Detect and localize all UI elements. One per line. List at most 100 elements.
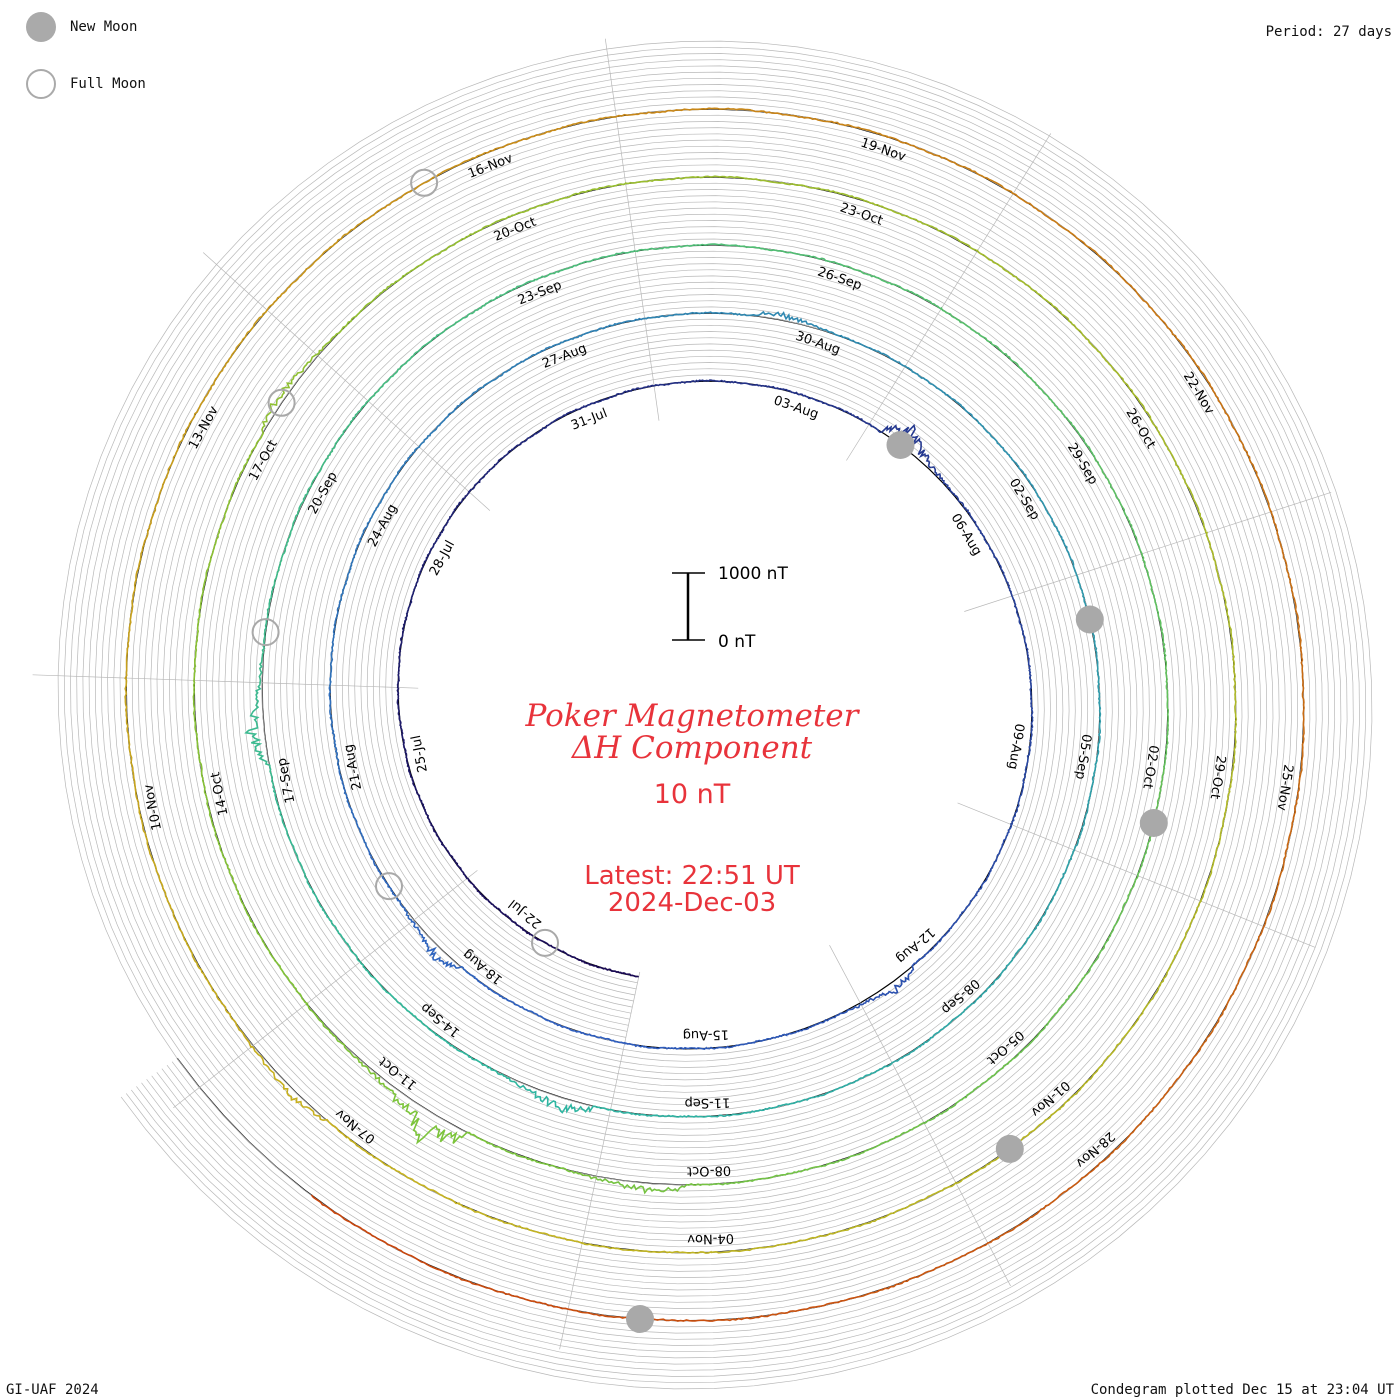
trace-segment [306,879,362,965]
trace-segment [181,934,253,1049]
trace-segment [272,785,309,881]
trace-segment [308,401,368,489]
trace-segment [1297,647,1305,790]
date-label: 08-Oct [687,1162,731,1178]
trace-segment [516,1084,613,1114]
trace-segment [974,822,1013,896]
date-label: 26-Sep [816,265,864,294]
trace-segment [405,756,431,823]
trace-segment [860,954,926,1006]
date-label: 27-Aug [540,341,589,372]
trace-segment [367,849,413,924]
trace-segment [404,215,511,276]
trace-segment [843,265,942,310]
trace-segment [124,545,144,679]
trace-segment [138,810,184,936]
date-label: 02-Oct [1139,744,1160,790]
spiral-gridline [101,84,1329,1346]
trace-segment [396,618,408,689]
radial-line [173,870,478,1109]
trace-segment [715,1296,858,1322]
trace-segment [575,957,639,978]
date-label: 19-Nov [859,136,908,165]
date-label: 04-Nov [687,1230,734,1246]
scale-bar: 1000 nT 0 nT [672,564,788,652]
trace-segment [752,109,888,138]
trace-segment [481,343,559,389]
title-line-3: 10 nT [654,779,731,810]
scale-bar-top-label: 1000 nT [718,564,788,584]
trace-segment [624,175,747,185]
full-moon-marker [251,618,280,647]
trace-segment [208,453,252,565]
spiral-gridline [76,59,1354,1371]
trace-segment [346,1135,461,1205]
radial-line [559,971,641,1350]
trace-segment [517,924,577,960]
trace-segment [385,1086,489,1145]
trace-segment [624,1042,707,1050]
date-label: 25-Nov [1274,763,1296,812]
trace-segment [192,680,208,797]
radial-line [829,945,1011,1287]
trace-segment [1058,1012,1144,1110]
full-moon-marker [531,928,559,957]
radial-line [604,38,660,421]
trace-segment [1205,531,1234,655]
date-label: 18-Aug [460,946,506,987]
full-moon-marker [410,168,439,197]
trace-segment [1011,595,1031,672]
trace-segment [745,177,867,203]
trace-segment [1208,385,1272,513]
full-moon-marker [267,388,296,417]
trace-segment [305,1003,388,1089]
trace-segment [930,466,979,528]
trace-segment [837,1181,957,1233]
trace-segment [706,1033,788,1050]
radial-day-lines [32,38,1332,1350]
date-label: 20-Oct [492,215,539,245]
trace-segment [977,526,1013,597]
date-label: 29-Oct [1207,754,1228,800]
trace-segment [266,218,368,312]
date-label: 25-Jul [409,734,431,774]
trace-segment [1074,756,1098,849]
legend-new-moon-label: New Moon [70,19,138,35]
date-label: 05-Sep [1072,733,1094,780]
footer-plotted-time: Condegram plotted Dec 15 at 23:04 UT [1090,1382,1394,1398]
date-label: 15-Aug [682,1026,729,1042]
trace-segment [709,1098,806,1118]
spiral-gridline [88,71,1342,1359]
trace-segment [124,677,141,811]
magnetometer-trace [124,107,1305,1322]
trace-segment [970,932,1034,1006]
trace-segment [473,977,547,1021]
trace-segment [1199,778,1233,902]
trace-segment [1086,874,1139,975]
trace-segment [250,353,317,454]
trace-segment [923,1057,1016,1125]
trace-segment [1014,973,1089,1059]
trace-segment [458,1203,583,1245]
trace-segment [642,311,733,320]
trace-segment [328,601,341,688]
trace-segment [205,796,245,907]
trace-segment [365,151,486,221]
trace-segment [411,920,476,979]
trace-segment [1141,553,1167,661]
trace-segment [360,963,434,1033]
new-moon-marker [626,1305,654,1333]
spiral-gridline [119,102,1311,1328]
moon-markers [251,168,1168,1333]
trace-segment [739,245,845,267]
trace-segment [243,906,309,1005]
trace-segment [404,551,431,619]
date-label: 09-Aug [1005,722,1027,770]
trace-segment [903,365,978,421]
trace-segment [520,406,585,444]
trace-segment [1025,372,1096,458]
trace-segment [581,1241,712,1254]
date-label: 23-Sep [516,278,564,309]
date-label: 22-Jul [506,896,545,931]
trace-segment [990,1157,1108,1243]
